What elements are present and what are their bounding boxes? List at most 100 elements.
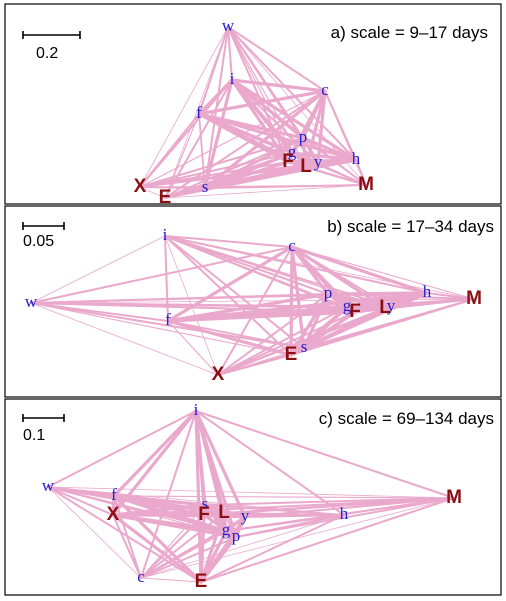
edge-M-X	[139, 184, 367, 188]
edge-c-L	[140, 512, 225, 579]
edge-X-E	[111, 513, 203, 584]
panel-a: 0.2 a) scale = 9–17 days w i c f pgy h s F L M XE	[4, 3, 502, 208]
edge-F-E	[164, 161, 289, 199]
edge-f-E	[166, 319, 293, 357]
edge-h-M	[426, 292, 475, 300]
edge-c-M	[140, 497, 455, 579]
panel-a-title: a) scale = 9–17 days	[331, 23, 488, 42]
node-w: w	[222, 16, 235, 35]
edge-i-h	[164, 235, 428, 294]
edge-i-M	[164, 235, 475, 300]
edge-g-X	[217, 306, 348, 376]
panel-c: 0.1 c) scale = 69–134 days i w f s yg p h c X F L M…	[4, 398, 502, 596]
node-E: E	[195, 571, 208, 592]
node-h: h	[340, 504, 349, 523]
node-F: F	[282, 151, 294, 172]
edge-F-X	[139, 161, 289, 188]
edge-f-X	[139, 113, 200, 188]
node-y: y	[387, 296, 396, 315]
edge-c-h	[290, 245, 429, 295]
edge-i-c	[230, 78, 327, 93]
edge-p-L	[223, 512, 237, 538]
node-X: X	[212, 364, 225, 385]
edge-L-X	[139, 166, 307, 188]
edge-f-c	[113, 495, 142, 579]
panel-b-edges	[30, 235, 475, 376]
edge-p-X	[111, 513, 238, 539]
edge-h-M	[343, 497, 455, 516]
edge-i-s	[203, 78, 234, 190]
edge-i-f	[112, 409, 198, 498]
edge-s-c	[140, 504, 206, 579]
node-c: c	[288, 236, 296, 255]
node-F: F	[198, 504, 210, 525]
node-F: F	[349, 301, 361, 322]
edge-w-h	[227, 26, 357, 161]
edge-p-E	[199, 535, 238, 584]
edge-p-X	[217, 293, 329, 376]
edge-f-M	[113, 495, 455, 499]
node-i: i	[163, 225, 168, 244]
panel-c-edges	[47, 409, 455, 584]
edge-c-M	[291, 246, 475, 300]
edge-L-E	[199, 511, 226, 584]
edge-w-X	[30, 302, 219, 376]
edge-w-E	[164, 26, 229, 199]
node-f: f	[196, 103, 202, 122]
edge-c-w	[30, 246, 293, 304]
panel-c-scale-label: 0.1	[23, 427, 45, 444]
node-E: E	[285, 344, 298, 365]
node-w: w	[25, 292, 38, 311]
edge-i-c	[164, 235, 293, 248]
edge-f-h	[197, 112, 358, 162]
node-g: g	[222, 520, 231, 539]
edge-f-s	[167, 320, 305, 349]
edge-h-c	[140, 514, 345, 579]
edge-M-E	[200, 497, 455, 583]
panel-b: 0.05 b) scale = 17–34 days i c w f pg y h s F L M E…	[4, 205, 502, 398]
edge-h-E	[200, 514, 345, 583]
edge-i-E	[164, 235, 292, 356]
edge-w-f	[198, 26, 229, 115]
node-X: X	[107, 504, 120, 525]
node-s: s	[202, 177, 209, 196]
edge-w-X	[47, 486, 114, 516]
edge-w-c	[47, 486, 142, 579]
edge-f-X	[167, 320, 219, 376]
edge-g-X	[139, 152, 293, 188]
edge-c-f	[166, 245, 294, 323]
node-g: g	[343, 296, 352, 315]
edge-M-E	[164, 184, 367, 199]
edge-w-F	[227, 26, 289, 163]
node-i: i	[194, 400, 199, 419]
edge-w-M	[47, 486, 455, 499]
edge-g-c	[140, 530, 227, 579]
node-p: p	[299, 127, 308, 146]
edge-c-X	[112, 514, 142, 579]
node-y: y	[241, 506, 250, 525]
node-h: h	[352, 149, 361, 168]
edge-w-E	[47, 486, 202, 583]
edge-w-E	[30, 302, 292, 356]
edge-c-E	[140, 577, 202, 583]
edge-i-L	[194, 409, 226, 515]
edge-L-M	[223, 497, 455, 514]
panel-a-nodes: w i c f pgy h s F L M XE	[134, 16, 374, 208]
edge-f-h	[166, 291, 429, 323]
edge-f-p	[166, 292, 330, 323]
edge-c-F	[140, 514, 205, 579]
node-f: f	[111, 485, 117, 504]
edge-L-M	[384, 298, 475, 309]
edge-L-E	[164, 166, 307, 199]
node-h: h	[423, 282, 432, 301]
node-L: L	[379, 297, 391, 318]
edge-f-E	[112, 494, 203, 584]
node-c: c	[321, 80, 329, 99]
edge-F-X	[217, 311, 356, 376]
node-M: M	[446, 487, 462, 508]
edge-w-h	[47, 486, 345, 516]
edge-L-M	[305, 166, 367, 186]
node-i: i	[230, 69, 235, 88]
node-c: c	[137, 567, 145, 586]
edge-h-M	[355, 159, 367, 186]
